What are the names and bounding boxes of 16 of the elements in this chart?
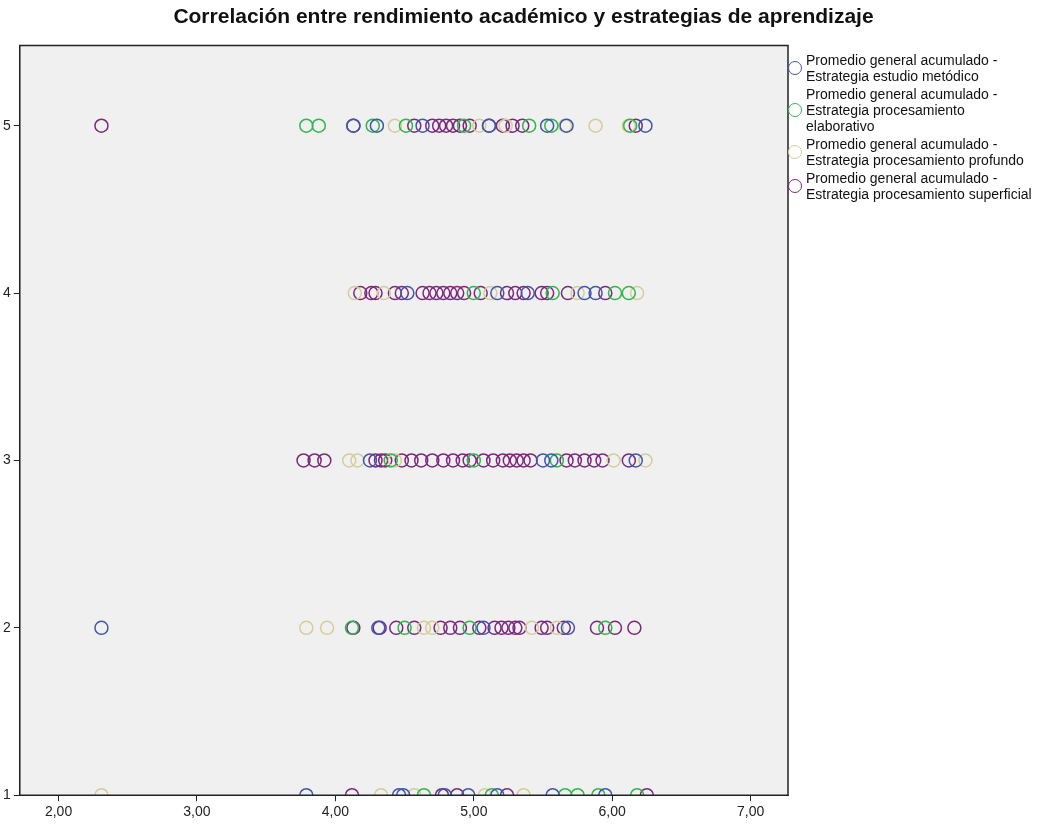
x-tick-label: 2,00 — [44, 803, 73, 820]
x-tick-label: 6,00 — [598, 803, 627, 820]
chart-title: Correlación entre rendimiento académico y estrategias de aprendizaje — [172, 4, 875, 28]
y-tick-label: 3 — [2, 451, 11, 468]
x-tick-label: 7,00 — [737, 803, 765, 820]
x-tick-label: 3,00 — [183, 803, 211, 820]
legend-label: Promedio general acumulado - Estrategia estudio metódico — [806, 52, 999, 84]
y-tick-label: 4 — [2, 283, 11, 300]
y-tick-label: 5 — [2, 116, 11, 133]
legend-label: Promedio general acumulado - Estrategia procesamiento superficial — [806, 170, 1033, 202]
y-tick-label: 2 — [2, 618, 11, 635]
x-tick-label: 5,00 — [460, 803, 488, 820]
legend-label: Promedio general acumulado - Estrategia procesamiento profundo — [806, 136, 1025, 168]
x-tick-label: 4,00 — [321, 803, 350, 820]
y-tick-label: 1 — [2, 786, 11, 803]
legend-label: Promedio general acumulado - Estrategia procesamiento elaborativo — [806, 86, 999, 134]
